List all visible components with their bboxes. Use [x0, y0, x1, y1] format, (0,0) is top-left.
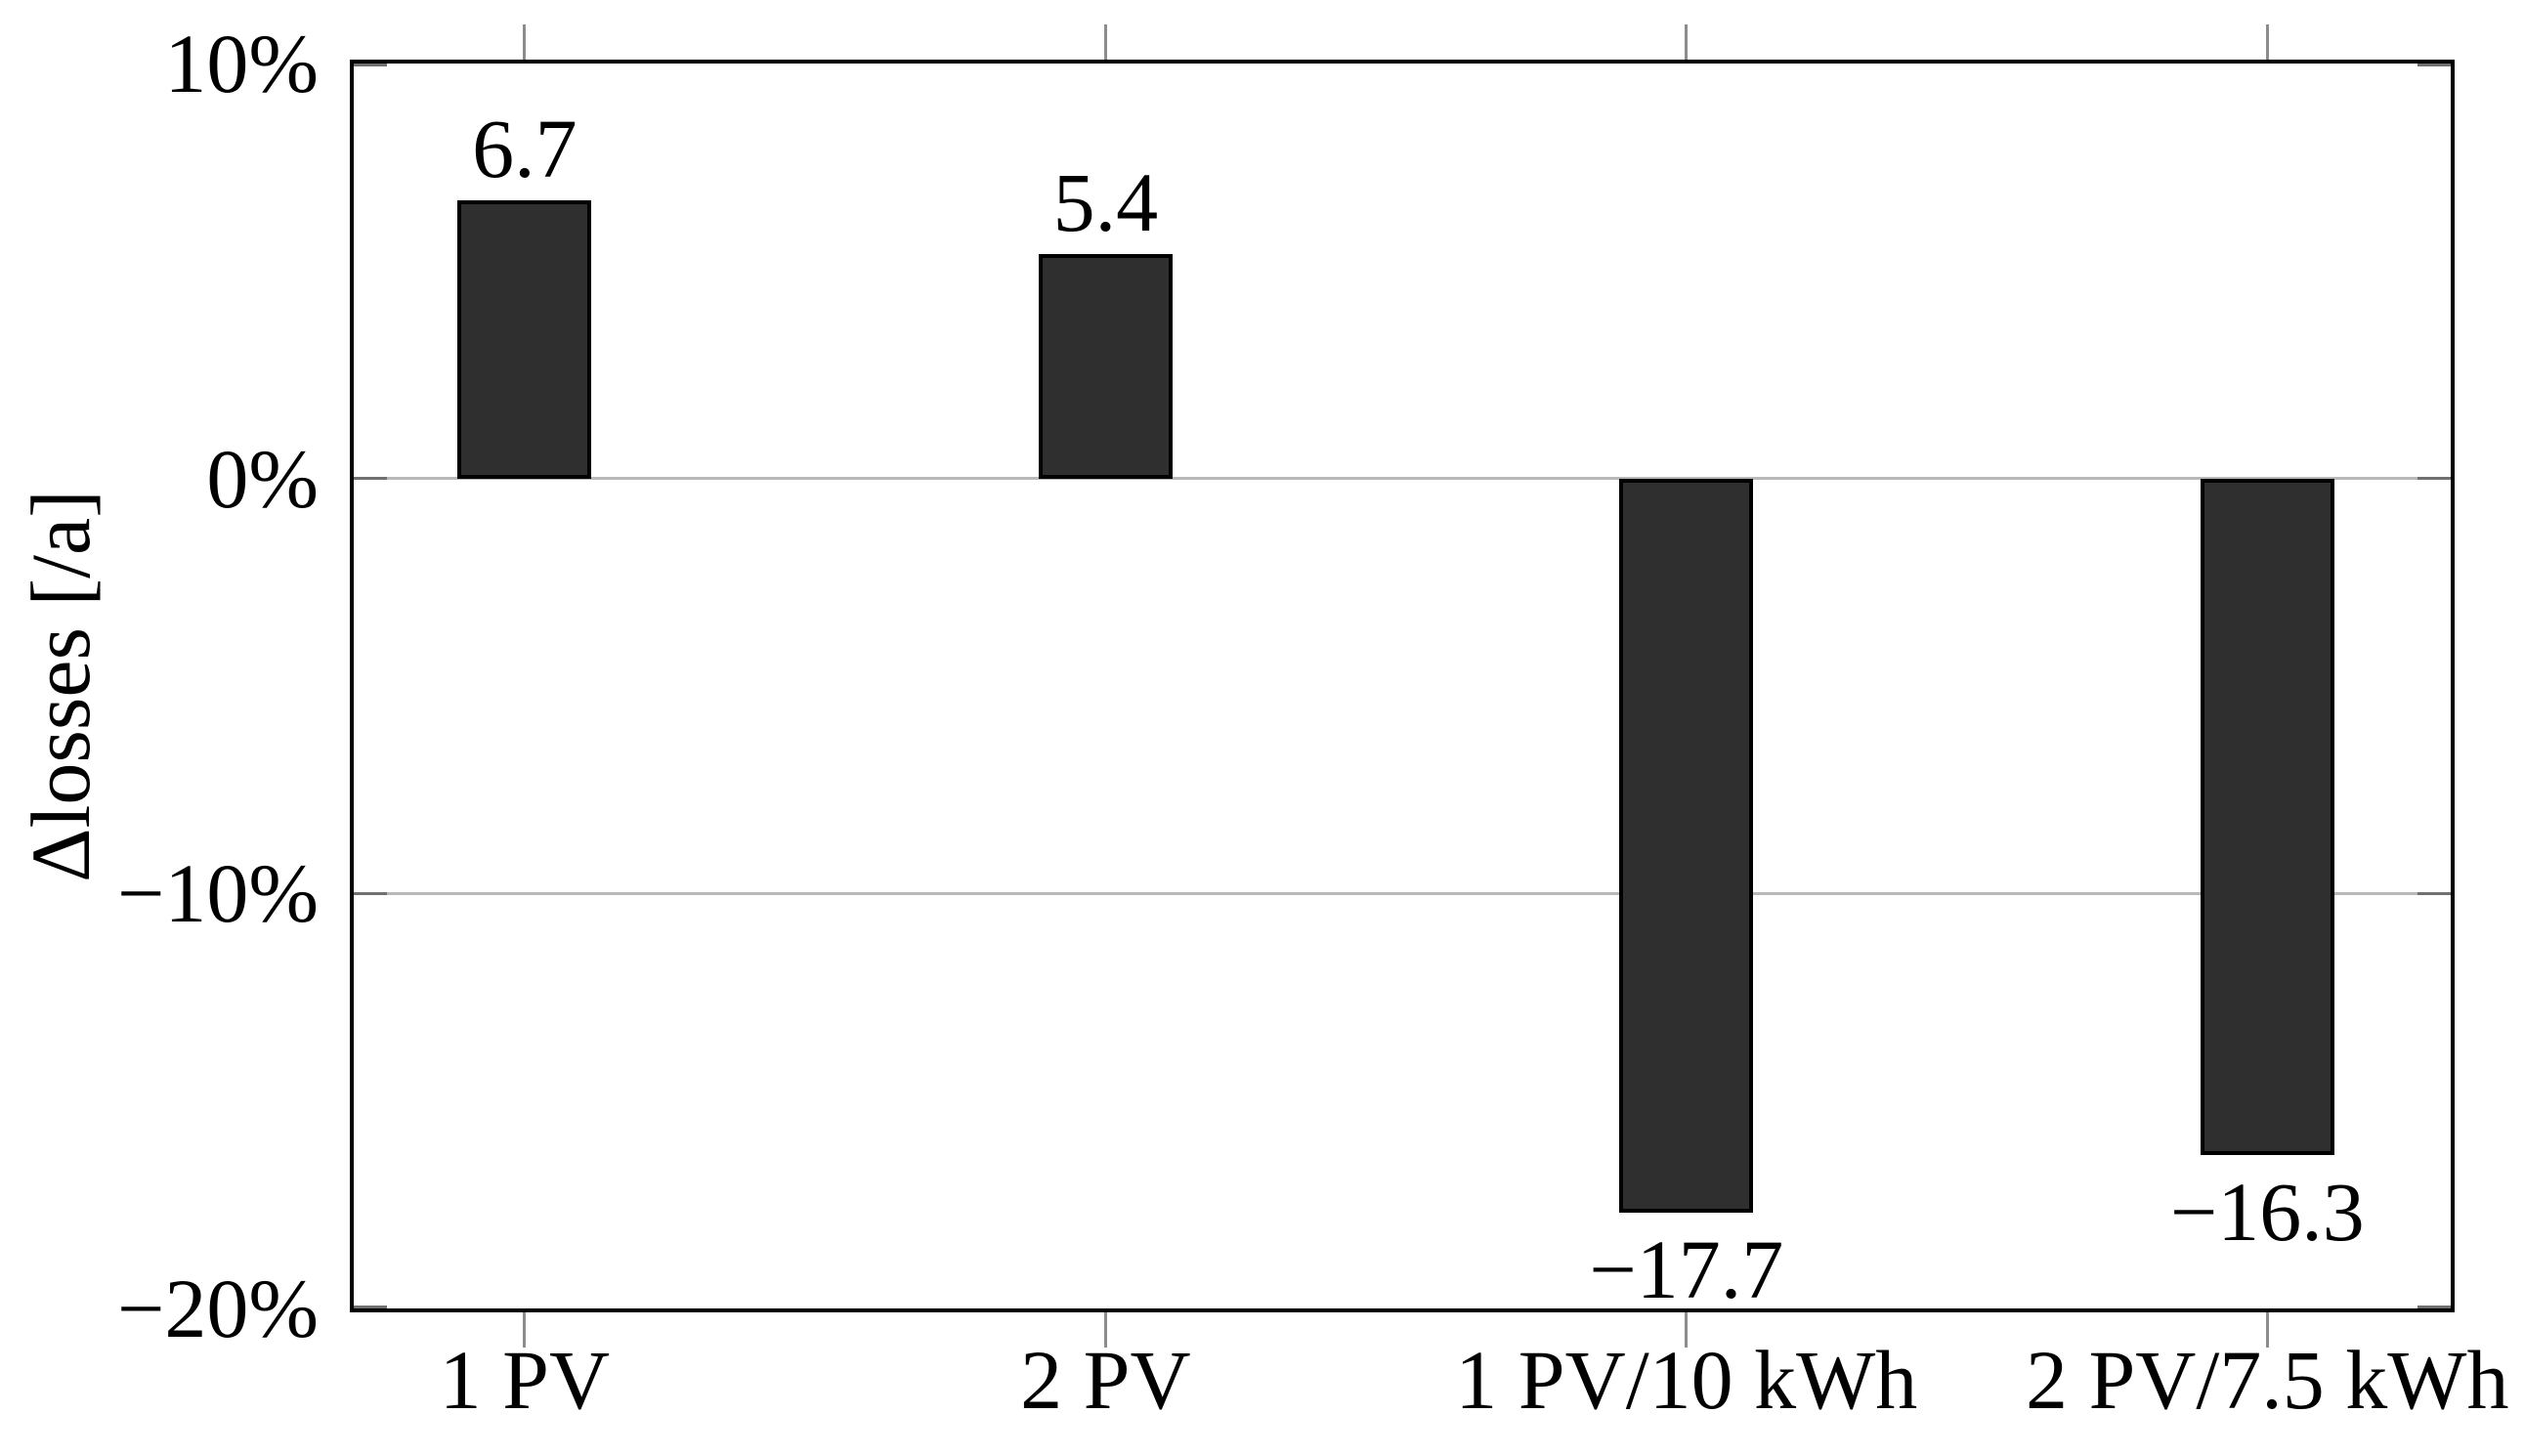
- gridline: [354, 891, 2451, 895]
- bar: [457, 200, 592, 479]
- plot-area: 6.7 5.4 −17.7 −16.3: [350, 60, 2455, 1312]
- x-tick-mark: [2265, 24, 2269, 60]
- y-tick-mark: [354, 477, 387, 481]
- y-tick-mark: [354, 891, 387, 895]
- bar: [1619, 478, 1754, 1214]
- x-tick-mark: [2265, 1312, 2269, 1348]
- x-tick-mark: [523, 24, 527, 60]
- y-axis-title: Δlosses [/a]: [14, 490, 107, 882]
- y-tick-label: 0%: [206, 431, 319, 526]
- y-tick-mark: [2417, 891, 2451, 895]
- y-tick-label: −20%: [116, 1262, 319, 1355]
- x-tick-label: 1 PV/10 kWh: [1455, 1333, 1918, 1427]
- x-tick-label: 2 PV/7.5 kWh: [2025, 1333, 2509, 1427]
- y-tick-label: −10%: [116, 846, 319, 941]
- x-tick-mark: [1685, 24, 1689, 60]
- bar-value-label: −17.7: [1589, 1222, 1784, 1317]
- y-tick-mark: [354, 1306, 387, 1308]
- y-tick-label: 10%: [164, 17, 319, 110]
- y-tick-mark: [354, 64, 387, 66]
- x-tick-mark: [1685, 1312, 1689, 1348]
- y-tick-mark: [2417, 64, 2451, 66]
- bar-value-label: 5.4: [1052, 155, 1159, 250]
- x-tick-label: 2 PV: [1020, 1333, 1191, 1427]
- bar-value-label: −16.3: [2169, 1164, 2365, 1259]
- x-tick-mark: [523, 1312, 527, 1348]
- bar-value-label: 6.7: [472, 102, 578, 196]
- gridline: [354, 477, 2451, 481]
- x-tick-label: 1 PV: [439, 1333, 611, 1427]
- x-tick-mark: [1103, 24, 1107, 60]
- x-tick-mark: [1103, 1312, 1107, 1348]
- y-tick-mark: [2417, 477, 2451, 481]
- y-tick-mark: [2417, 1306, 2451, 1308]
- bar: [1038, 254, 1173, 479]
- bar: [2200, 478, 2334, 1155]
